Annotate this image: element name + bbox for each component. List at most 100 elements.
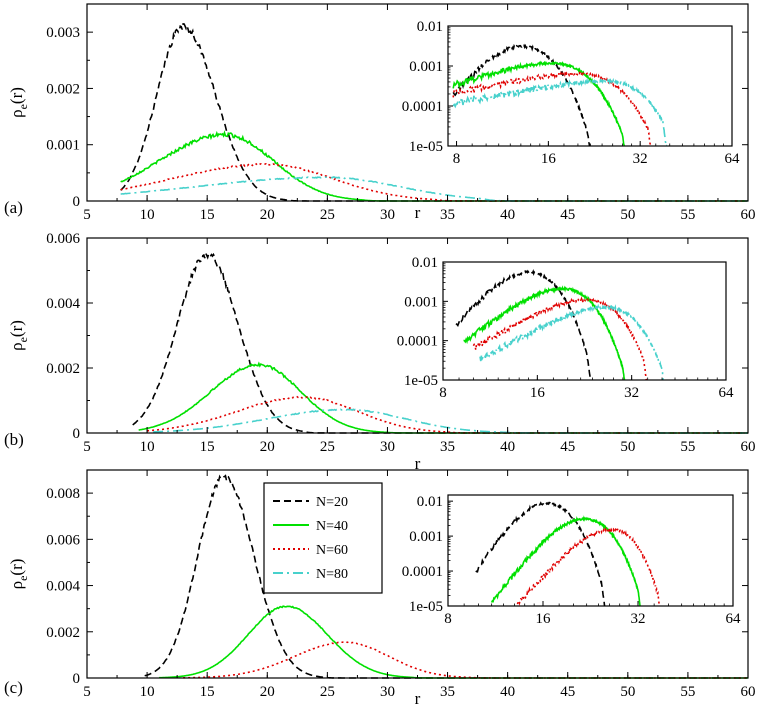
- legend-label: N=40: [316, 519, 348, 534]
- y-tick-label: 0.001: [46, 138, 80, 154]
- y-axis-label-rho: ρ: [7, 109, 26, 117]
- y-axis-label: ρe(r): [7, 559, 30, 590]
- x-tick-label: 40: [500, 439, 515, 455]
- x-tick-label: 35: [440, 684, 455, 700]
- inset-y-tick-label: 1e-05: [409, 599, 443, 615]
- inset-y-tick-label: 0.0001: [397, 334, 438, 350]
- x-tick-label: 25: [320, 684, 335, 700]
- inset-y-tick-label: 0.01: [412, 255, 438, 271]
- inset-series-n80-line: [479, 303, 664, 380]
- legend-label: N=80: [316, 567, 348, 582]
- y-tick-label: 0.006: [46, 231, 80, 247]
- inset-plot: 8 16 32 64 1e-05 0.0001 0.001 0.01: [402, 494, 741, 627]
- inset-y-tick-label: 0.001: [409, 59, 443, 75]
- inset-y-tick-label: 1e-05: [404, 373, 438, 389]
- inset-frame: [447, 25, 733, 147]
- x-tick-label: 20: [260, 684, 275, 700]
- inset-x-tick-label: 8: [439, 385, 447, 401]
- x-tick-label: 45: [560, 207, 575, 223]
- x-tick-label: 30: [380, 684, 395, 700]
- y-axis-label: ρe(r): [7, 87, 30, 118]
- y-tick-label: 0: [73, 426, 81, 442]
- x-tick-label: 45: [560, 684, 575, 700]
- x-tick-label: 55: [680, 439, 695, 455]
- inset-x-tick-label: 32: [624, 385, 639, 401]
- x-tick-label: 10: [140, 207, 155, 223]
- y-axis-label-argument: (r): [7, 87, 26, 104]
- inset-x-tick-label: 16: [536, 611, 552, 627]
- inset-y-tick-label: 0.01: [417, 19, 443, 35]
- x-tick-label: 50: [620, 439, 635, 455]
- y-axis-label-rho: ρ: [7, 342, 26, 350]
- inset-x-tick-label: 16: [541, 151, 557, 167]
- y-tick-label: 0.003: [46, 25, 80, 41]
- y-tick-label: 0.008: [46, 486, 80, 502]
- inset-plot: 8 16 32 64 1e-05 0.0001 0.001 0.01: [402, 19, 741, 167]
- inset-y-tick-label: 0.001: [409, 529, 443, 545]
- inset-background: [448, 495, 733, 606]
- x-tick-label: 35: [440, 207, 455, 223]
- x-tick-label: 45: [560, 439, 575, 455]
- y-tick-label: 0: [73, 671, 81, 687]
- x-tick-label: 60: [741, 207, 756, 223]
- legend-label: N=20: [316, 495, 348, 510]
- y-tick-label: 0.004: [46, 296, 80, 312]
- y-tick-label: 0.006: [46, 532, 80, 548]
- panel-b: 5 10 15 20 25 30 35 40 45 50 55 60 0 0.002 0.004 0.006 r…: [4, 231, 756, 473]
- panel-c: 5 10 15 20 25 30 35 40 45 50 55 60 0 0.002 0.004 0.006 0…: [4, 469, 756, 708]
- x-tick-label: 60: [741, 684, 756, 700]
- x-tick-label: 5: [83, 207, 91, 223]
- inset-series-n60-line: [472, 296, 648, 380]
- inset-frame: [442, 261, 727, 381]
- x-tick-label: 55: [680, 207, 695, 223]
- x-tick-label: 15: [200, 439, 215, 455]
- series-n60-line: [146, 395, 748, 434]
- y-tick-label: 0.002: [46, 361, 80, 377]
- x-axis-label: r: [415, 203, 421, 222]
- y-tick-label: 0.002: [46, 81, 80, 97]
- inset-series-n20-line: [452, 43, 591, 146]
- y-axis-label: ρe(r): [7, 320, 30, 351]
- inset-background: [443, 262, 726, 380]
- legend: N=20 N=40 N=60 N=80: [263, 482, 383, 594]
- x-tick-label: 35: [440, 439, 455, 455]
- inset-y-tick-label: 0.0001: [402, 564, 443, 580]
- legend-label: N=60: [316, 543, 348, 558]
- x-tick-label: 30: [380, 439, 395, 455]
- inset-x-tick-label: 32: [633, 151, 648, 167]
- series-n60-line: [183, 641, 748, 679]
- y-axis-label-rho: ρ: [7, 581, 26, 589]
- inset-series-n20-line: [475, 501, 606, 606]
- x-tick-label: 20: [260, 439, 275, 455]
- inset-x-tick-label: 32: [631, 611, 646, 627]
- inset-plot: 8 16 32 64 1e-05 0.0001 0.001 0.01: [397, 255, 734, 401]
- inset-y-tick-label: 0.01: [417, 494, 443, 510]
- series-n40-line: [159, 605, 748, 679]
- x-tick-label: 40: [500, 207, 515, 223]
- panel-label: (b): [4, 430, 24, 449]
- x-axis-label: r: [415, 689, 421, 708]
- x-tick-label: 25: [320, 439, 335, 455]
- legend-box: [263, 482, 383, 594]
- inset-series-n40-line: [452, 60, 625, 146]
- x-tick-label: 50: [620, 684, 635, 700]
- inset-x-tick-label: 64: [725, 151, 741, 167]
- x-tick-label: 55: [680, 684, 695, 700]
- y-axis-label-subscript: e: [16, 104, 30, 109]
- x-tick-label: 20: [260, 207, 275, 223]
- x-tick-label: 60: [741, 439, 756, 455]
- inset-y-tick-label: 1e-05: [409, 139, 443, 155]
- y-axis-label-subscript: e: [16, 337, 30, 342]
- y-tick-label: 0.004: [46, 579, 80, 595]
- panel-label: (c): [4, 678, 23, 697]
- x-tick-label: 25: [320, 207, 335, 223]
- inset-series-n20-line: [455, 269, 592, 380]
- y-tick-label: 0.002: [46, 625, 80, 641]
- x-tick-label: 5: [83, 684, 91, 700]
- inset-series-n60-line: [452, 69, 652, 146]
- inset-series-n40-line: [490, 515, 641, 606]
- inset-background: [448, 26, 732, 146]
- y-axis-label-subscript: e: [16, 576, 30, 581]
- inset-x-tick-label: 8: [453, 151, 461, 167]
